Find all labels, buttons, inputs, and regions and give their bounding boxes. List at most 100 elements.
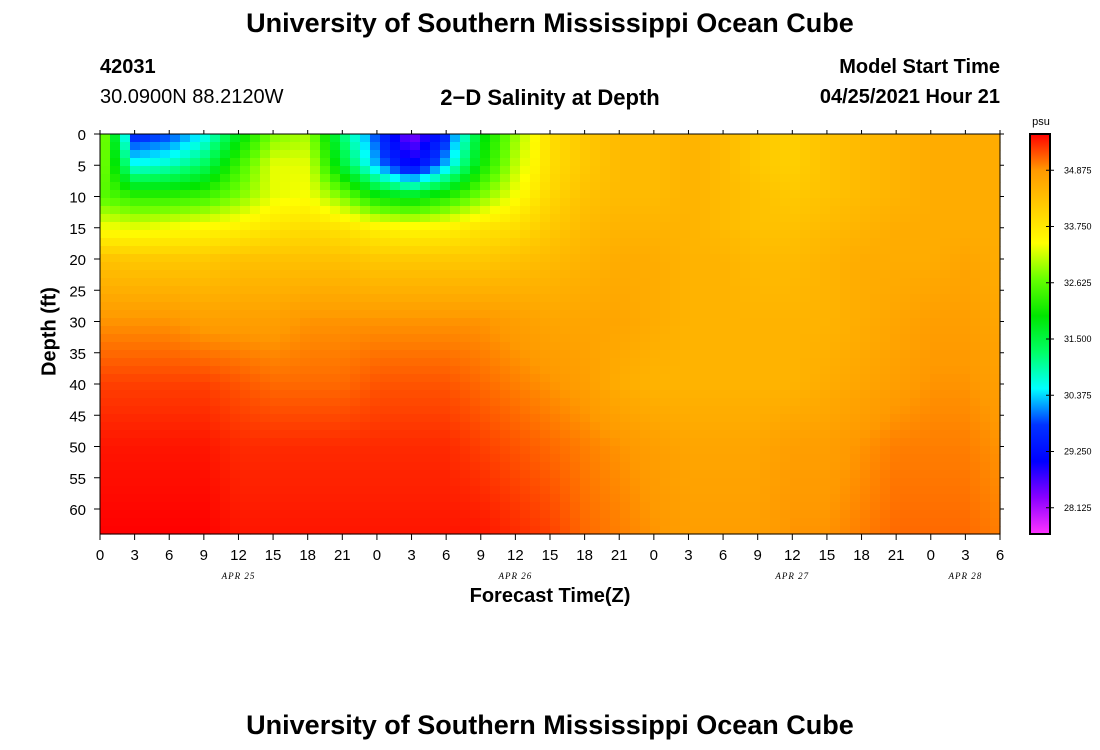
heatmap-cell <box>980 374 991 383</box>
heatmap-cell <box>210 278 221 287</box>
heatmap-cell <box>930 294 941 303</box>
heatmap-cell <box>820 438 831 447</box>
heatmap-cell <box>200 230 211 239</box>
heatmap-cell <box>410 174 421 183</box>
heatmap-cell <box>180 446 191 455</box>
heatmap-cell <box>200 166 211 175</box>
heatmap-cell <box>390 414 401 423</box>
heatmap-cell <box>700 318 711 327</box>
heatmap-cell <box>420 270 431 279</box>
heatmap-cell <box>700 190 711 199</box>
heatmap-cell <box>360 190 371 199</box>
heatmap-cell <box>750 286 761 295</box>
heatmap-cell <box>690 502 701 511</box>
heatmap-cell <box>620 326 631 335</box>
heatmap-cell <box>550 374 561 383</box>
heatmap-cell <box>420 398 431 407</box>
heatmap-cell <box>200 190 211 199</box>
heatmap-cell <box>340 470 351 479</box>
heatmap-cell <box>910 326 921 335</box>
heatmap-cell <box>390 166 401 175</box>
heatmap-cell <box>680 262 691 271</box>
heatmap-cell <box>710 150 721 159</box>
heatmap-cell <box>190 350 201 359</box>
heatmap-cell <box>950 414 961 423</box>
heatmap-cell <box>930 182 941 191</box>
heatmap-cell <box>970 278 981 287</box>
heatmap-cell <box>760 262 771 271</box>
heatmap-cell <box>130 310 141 319</box>
heatmap-cell <box>590 398 601 407</box>
heatmap-cell <box>410 510 421 519</box>
heatmap-cell <box>820 358 831 367</box>
heatmap-cell <box>740 278 751 287</box>
heatmap-cell <box>140 310 151 319</box>
heatmap-cell <box>360 438 371 447</box>
heatmap-cell <box>250 238 261 247</box>
heatmap-cell <box>250 406 261 415</box>
heatmap-cell <box>990 326 1001 335</box>
heatmap-cell <box>680 390 691 399</box>
heatmap-cell <box>310 246 321 255</box>
heatmap-cell <box>460 510 471 519</box>
heatmap-cell <box>700 302 711 311</box>
heatmap-cell <box>780 350 791 359</box>
heatmap-cell <box>680 414 691 423</box>
heatmap-cell <box>260 398 271 407</box>
heatmap-cell <box>710 294 721 303</box>
heatmap-cell <box>820 350 831 359</box>
heatmap-cell <box>520 302 531 311</box>
heatmap-cell <box>950 294 961 303</box>
heatmap-cell <box>220 286 231 295</box>
heatmap-cell <box>640 310 651 319</box>
heatmap-cell <box>150 134 161 143</box>
heatmap-cell <box>590 502 601 511</box>
heatmap-cell <box>470 222 481 231</box>
heatmap-cell <box>810 302 821 311</box>
heatmap-cell <box>440 430 451 439</box>
heatmap-cell <box>990 134 1001 143</box>
heatmap-cell <box>660 502 671 511</box>
heatmap-cell <box>180 182 191 191</box>
heatmap-cell <box>280 366 291 375</box>
heatmap-cell <box>500 262 511 271</box>
heatmap-cell <box>280 446 291 455</box>
heatmap-cell <box>830 190 841 199</box>
heatmap-cell <box>300 350 311 359</box>
heatmap-cell <box>430 230 441 239</box>
heatmap-cell <box>560 182 571 191</box>
heatmap-cell <box>640 326 651 335</box>
heatmap-cell <box>930 190 941 199</box>
heatmap-cell <box>500 414 511 423</box>
heatmap-cell <box>170 238 181 247</box>
heatmap-cell <box>990 518 1001 527</box>
heatmap-cell <box>700 326 711 335</box>
heatmap-cell <box>770 150 781 159</box>
heatmap-cell <box>740 390 751 399</box>
heatmap-cell <box>470 494 481 503</box>
heatmap-cell <box>880 390 891 399</box>
heatmap-cell <box>810 526 821 535</box>
heatmap-cell <box>290 390 301 399</box>
heatmap-cell <box>420 494 431 503</box>
heatmap-cell <box>990 278 1001 287</box>
heatmap-cell <box>530 374 541 383</box>
heatmap-cell <box>560 510 571 519</box>
heatmap-cell <box>110 446 121 455</box>
heatmap-cell <box>230 358 241 367</box>
heatmap-cell <box>630 358 641 367</box>
heatmap-cell <box>180 326 191 335</box>
heatmap-cell <box>600 222 611 231</box>
heatmap-cell <box>570 158 581 167</box>
heatmap-cell <box>830 510 841 519</box>
heatmap-cell <box>380 334 391 343</box>
heatmap-cell <box>170 366 181 375</box>
heatmap-cell <box>490 358 501 367</box>
heatmap-cell <box>800 254 811 263</box>
heatmap-cell <box>480 406 491 415</box>
heatmap-cell <box>860 446 871 455</box>
heatmap-cell <box>400 398 411 407</box>
heatmap-cell <box>470 246 481 255</box>
heatmap-cell <box>620 150 631 159</box>
heatmap-cell <box>190 262 201 271</box>
